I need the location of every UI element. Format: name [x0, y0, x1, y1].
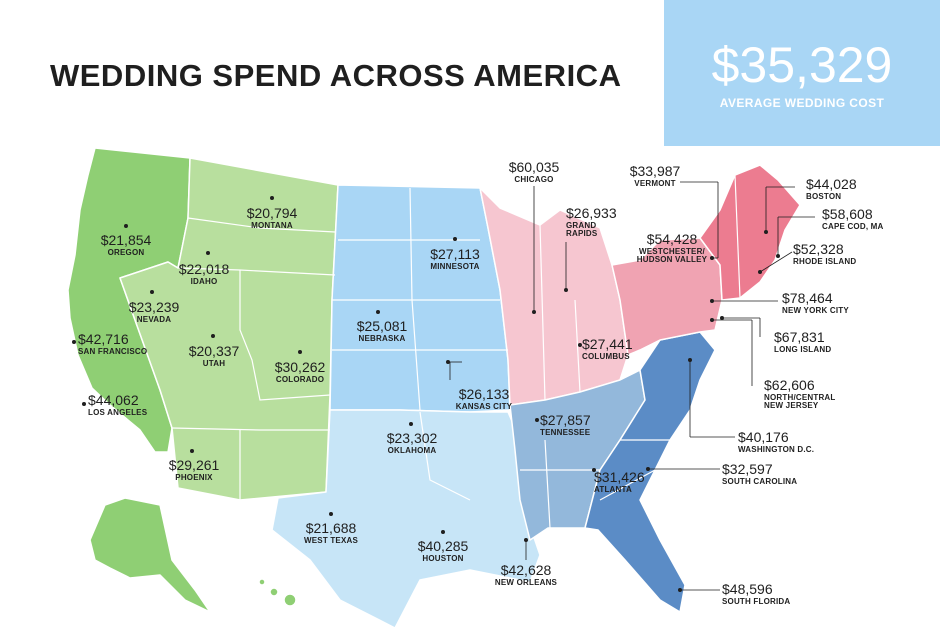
marker-dot — [409, 422, 413, 426]
city-label-montana: $20,794 MONTANA — [246, 205, 298, 230]
marker-dot — [270, 196, 274, 200]
marker-dot — [564, 288, 568, 292]
city-label-oklahoma: $23,302 OKLAHOMA — [386, 430, 438, 455]
city-label-south-carolina: $32,597 SOUTH CAROLINA — [722, 461, 798, 486]
region-central — [329, 184, 511, 413]
city-label-vermont: $33,987 VERMONT — [629, 163, 681, 188]
city-label-utah: $20,337 UTAH — [188, 343, 240, 368]
page-title: WEDDING SPEND ACROSS AMERICA — [50, 58, 622, 93]
city-label-rhode-island: $52,328 RHODE ISLAND — [793, 241, 857, 266]
marker-dot — [646, 467, 650, 471]
city-label-cape-cod: $58,608 CAPE COD, MA — [822, 206, 884, 231]
marker-dot — [678, 588, 682, 592]
region-hawaii-1 — [258, 578, 266, 586]
marker-dot — [776, 254, 780, 258]
city-label-boston: $44,028 BOSTON — [806, 176, 857, 201]
region-alaska — [89, 497, 211, 613]
marker-dot — [710, 318, 714, 322]
marker-dot — [758, 270, 762, 274]
average-cost-label: AVERAGE WEDDING COST — [719, 96, 885, 110]
marker-dot — [592, 468, 596, 472]
marker-dot — [82, 402, 86, 406]
marker-dot — [190, 449, 194, 453]
city-label-idaho: $22,018 IDAHO — [178, 261, 230, 286]
city-label-new-orleans: $42,628 NEW ORLEANS — [494, 562, 558, 587]
city-label-new-jersey: $62,606 NORTH/CENTRAL NEW JERSEY — [764, 377, 836, 410]
city-label-west-texas: $21,688 WEST TEXAS — [303, 520, 359, 545]
marker-dot — [124, 224, 128, 228]
marker-dot — [298, 350, 302, 354]
marker-dot — [150, 290, 154, 294]
marker-dot — [72, 340, 76, 344]
region-hawaii-2 — [269, 587, 279, 597]
city-label-south-florida: $48,596 SOUTH FLORIDA — [722, 581, 791, 606]
marker-dot — [446, 360, 450, 364]
city-label-san-francisco: $42,716 SAN FRANCISCO — [78, 331, 148, 356]
marker-dot — [376, 310, 380, 314]
region-south-central — [271, 409, 541, 629]
average-cost-box: $35,329 AVERAGE WEDDING COST — [664, 0, 940, 146]
marker-dot — [206, 251, 210, 255]
city-label-long-island: $67,831 LONG ISLAND — [774, 329, 832, 354]
marker-dot — [329, 512, 333, 516]
city-label-chicago: $60,035 CHICAGO — [508, 159, 560, 184]
marker-dot — [578, 343, 582, 347]
city-label-columbus: $27,441 COLUMBUS — [582, 336, 633, 361]
marker-dot — [524, 538, 528, 542]
city-label-atlanta: $31,426 ATLANTA — [594, 469, 645, 494]
marker-dot — [688, 358, 692, 362]
marker-dot — [453, 237, 457, 241]
average-cost-value: $35,329 — [711, 37, 893, 93]
city-label-grand-rapids: $26,933 GRAND RAPIDS — [566, 205, 617, 238]
marker-dot — [720, 316, 724, 320]
marker-dot — [532, 310, 536, 314]
city-label-minnesota: $27,113 MINNESOTA — [430, 246, 480, 271]
region-southeast — [584, 331, 716, 613]
marker-dot — [710, 256, 714, 260]
marker-dot — [535, 418, 539, 422]
city-label-westchester: $54,428 WESTCHESTER/ HUDSON VALLEY — [636, 231, 708, 264]
city-label-colorado: $30,262 COLORADO — [274, 359, 326, 384]
city-label-nevada: $23,239 NEVADA — [128, 299, 180, 324]
region-hawaii-3 — [283, 593, 297, 607]
region-mid-atlantic — [611, 237, 723, 356]
city-label-new-york-city: $78,464 NEW YORK CITY — [782, 290, 849, 315]
city-label-washington-dc: $40,176 WASHINGTON D.C. — [738, 429, 815, 454]
marker-dot — [710, 299, 714, 303]
city-label-tennessee: $27,857 TENNESSEE — [540, 412, 591, 437]
marker-dot — [764, 230, 768, 234]
region-midwest — [479, 187, 629, 406]
marker-dot — [211, 334, 215, 338]
city-label-los-angeles: $44,062 LOS ANGELES — [88, 392, 148, 417]
marker-dot — [441, 530, 445, 534]
city-label-nebraska: $25,081 NEBRASKA — [356, 318, 408, 343]
city-label-kansas-city: $26,133 KANSAS CITY — [455, 386, 513, 411]
city-label-oregon: $21,854 OREGON — [100, 232, 152, 257]
city-label-phoenix: $29,261 PHOENIX — [168, 457, 220, 482]
city-label-houston: $40,285 HOUSTON — [417, 538, 469, 563]
